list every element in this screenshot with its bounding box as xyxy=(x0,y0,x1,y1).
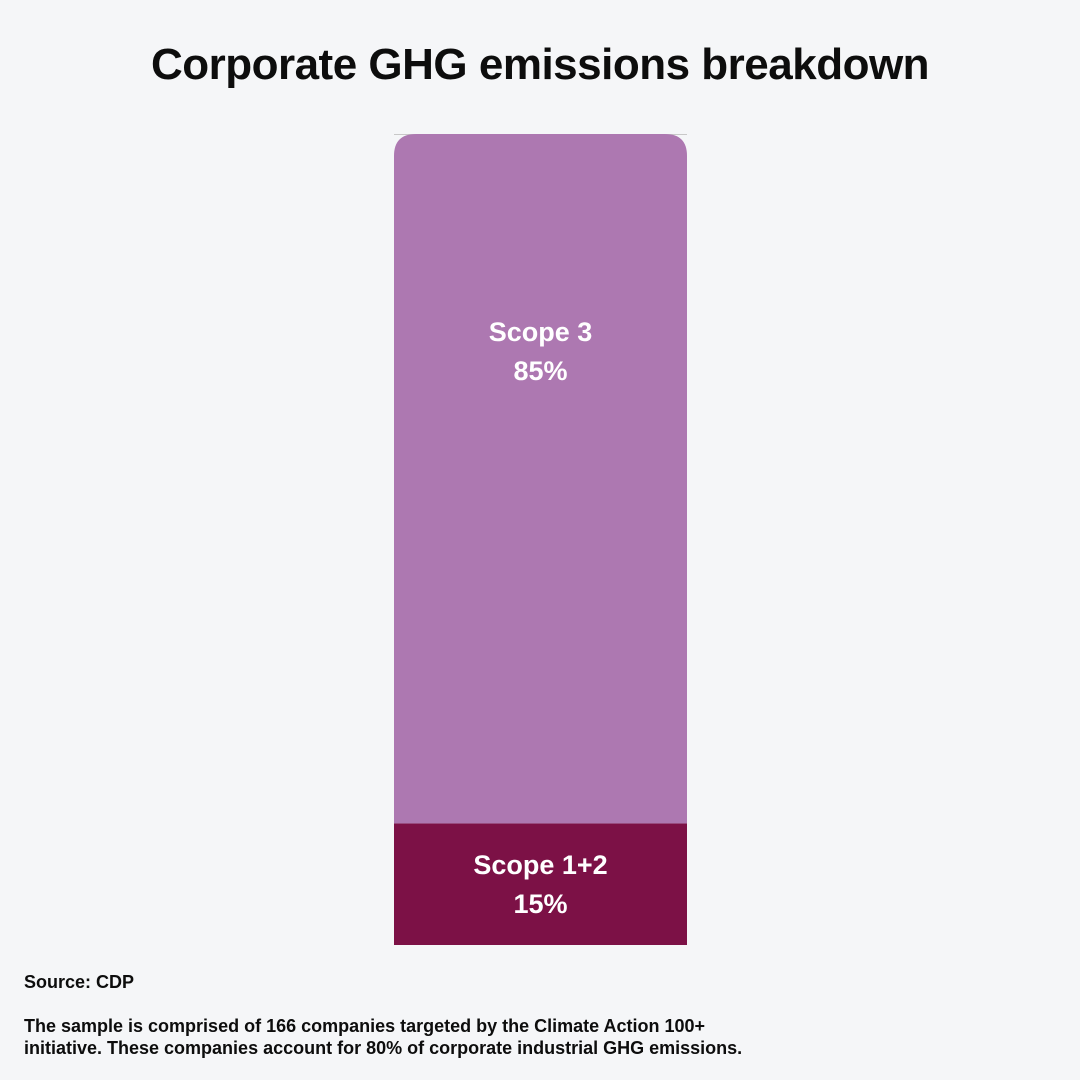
segment-name-label: Scope 3 xyxy=(489,317,593,347)
source-text: Source: CDP xyxy=(24,972,135,992)
stacked-bar-chart: Scope 1+2 15% Scope 3 85% xyxy=(394,134,687,945)
segment-value-label: 15% xyxy=(513,889,567,919)
bar-segment-scope-3 xyxy=(394,134,687,824)
segment-name-label: Scope 1+2 xyxy=(473,850,607,880)
segment-value-label: 85% xyxy=(513,356,567,386)
footnote: The sample is comprised of 166 companies… xyxy=(24,1016,743,1058)
bar-segment-scope-1-2 xyxy=(394,823,687,945)
chart-title: Corporate GHG emissions breakdown xyxy=(150,40,930,89)
